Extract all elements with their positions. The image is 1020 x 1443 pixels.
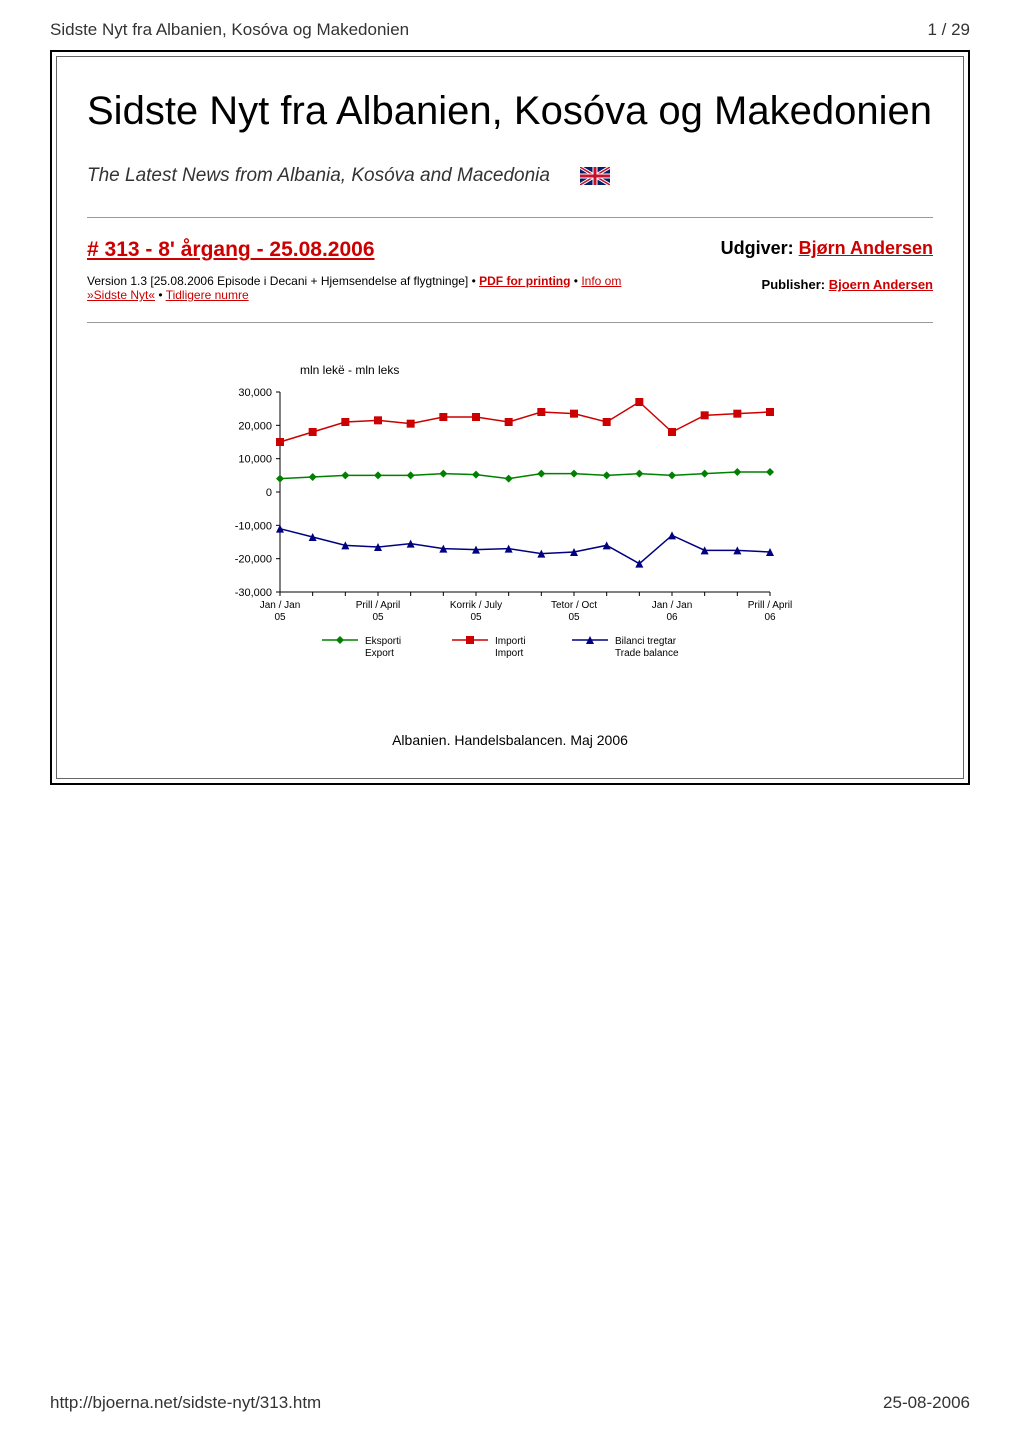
svg-text:Prill / April: Prill / April (748, 600, 792, 611)
trade-balance-chart: mln lekë - mln leks -30,000 -20,000 -10,00… (220, 363, 800, 748)
publisher-name-link[interactable]: Bjørn Andersen (799, 238, 933, 258)
svg-text:-30,000: -30,000 (235, 587, 272, 599)
header-right: 1 / 29 (927, 20, 970, 40)
version-prefix: Version 1.3 [25.08.2006 Episode i Decani… (87, 274, 479, 288)
svg-text:Korrik / July: Korrik / July (450, 600, 502, 611)
publisher-block: Udgiver: Bjørn Andersen Publisher: Bjoer… (721, 238, 933, 292)
issue-left: # 313 - 8' årgang - 25.08.2006 Version 1… (87, 238, 637, 302)
svg-text:05: 05 (568, 612, 580, 623)
svg-text:06: 06 (666, 612, 678, 623)
footer-right: 25-08-2006 (883, 1393, 970, 1413)
svg-text:05: 05 (372, 612, 384, 623)
svg-text:Jan / Jan: Jan / Jan (260, 600, 301, 611)
subtitle-row: The Latest News from Albania, Kosóva and… (87, 165, 933, 187)
issue-row: # 313 - 8' årgang - 25.08.2006 Version 1… (87, 238, 933, 302)
chart-caption: Albanien. Handelsbalancen. Maj 2006 (220, 732, 800, 748)
issue-link[interactable]: # 313 - 8' årgang - 25.08.2006 (87, 238, 375, 261)
chart-svg: -30,000 -20,000 -10,000 0 10,000 20,000 30,000… (220, 382, 800, 712)
prev-link[interactable]: Tidligere numre (166, 288, 249, 302)
svg-text:Tetor / Oct: Tetor / Oct (551, 600, 597, 611)
main-box: Sidste Nyt fra Albanien, Kosóva og Maked… (50, 50, 970, 785)
svg-text:Import: Import (495, 648, 524, 659)
svg-text:Importi: Importi (495, 636, 526, 647)
svg-text:10,000: 10,000 (238, 454, 272, 466)
svg-text:Prill / April: Prill / April (356, 600, 400, 611)
svg-text:05: 05 (274, 612, 286, 623)
page-title: Sidste Nyt fra Albanien, Kosóva og Maked… (87, 87, 933, 135)
chart-title: mln lekë - mln leks (300, 363, 800, 377)
svg-text:-10,000: -10,000 (235, 520, 272, 532)
publisher-subname-link[interactable]: Bjoern Andersen (829, 277, 933, 292)
header-left: Sidste Nyt fra Albanien, Kosóva og Maked… (50, 20, 409, 40)
svg-text:06: 06 (764, 612, 776, 623)
divider (87, 217, 933, 218)
inner-box: Sidste Nyt fra Albanien, Kosóva og Maked… (56, 56, 964, 779)
subtitle-text: The Latest News from Albania, Kosóva and… (87, 165, 550, 187)
svg-text:Export: Export (365, 648, 394, 659)
footer: http://bjoerna.net/sidste-nyt/313.htm 25… (50, 1393, 970, 1413)
version-text: Version 1.3 [25.08.2006 Episode i Decani… (87, 274, 637, 302)
footer-left: http://bjoerna.net/sidste-nyt/313.htm (50, 1393, 321, 1413)
svg-text:-20,000: -20,000 (235, 554, 272, 566)
publisher-line1: Udgiver: Bjørn Andersen (721, 238, 933, 259)
svg-text:0: 0 (266, 487, 272, 499)
svg-text:Eksporti: Eksporti (365, 636, 401, 647)
uk-flag-icon (580, 167, 610, 185)
svg-text:Bilanci tregtar: Bilanci tregtar (615, 636, 677, 647)
svg-text:Trade balance: Trade balance (615, 648, 679, 659)
svg-text:Jan / Jan: Jan / Jan (652, 600, 693, 611)
divider (87, 322, 933, 323)
publisher-line2: Publisher: Bjoern Andersen (721, 277, 933, 292)
svg-text:30,000: 30,000 (238, 387, 272, 399)
pdf-link[interactable]: PDF for printing (479, 274, 570, 288)
svg-text:05: 05 (470, 612, 482, 623)
svg-text:20,000: 20,000 (238, 420, 272, 432)
